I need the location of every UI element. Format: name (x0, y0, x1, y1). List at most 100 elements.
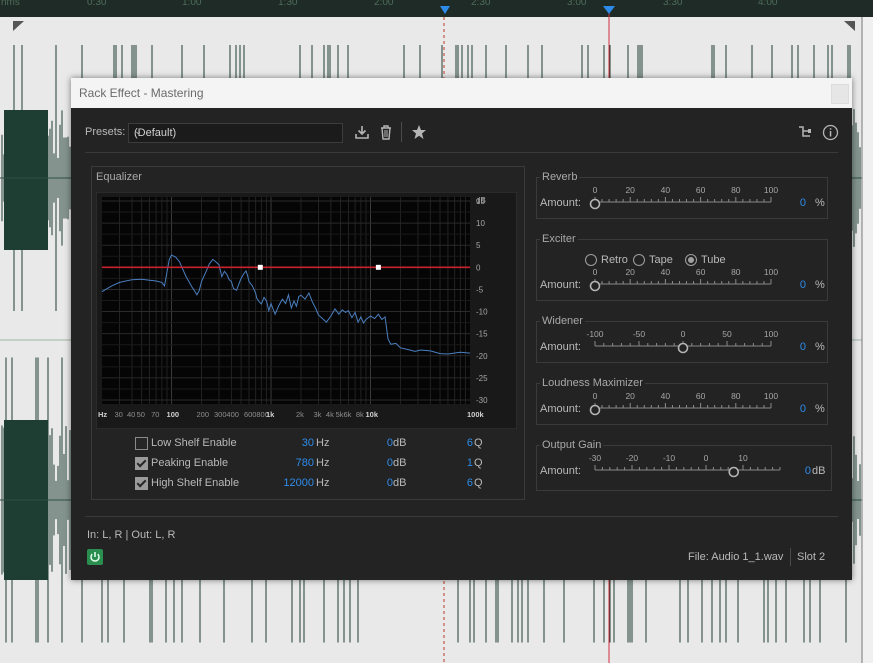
exciter-mode-label: Retro (601, 254, 628, 266)
hz-tick-label: 8k (356, 410, 364, 419)
slider-tick-label: -30 (589, 453, 602, 463)
slider-tick-label: 20 (625, 185, 635, 195)
db-tick-label: -10 (476, 308, 488, 317)
slider-tick-label: 0 (593, 267, 598, 277)
band-enable-checkbox[interactable] (135, 437, 148, 450)
eq-band-handle[interactable] (375, 264, 381, 270)
hz-tick-label: 100k (467, 410, 485, 419)
slider-tick-label: 100 (764, 185, 778, 195)
fade-in-handle-icon[interactable] (13, 21, 24, 31)
hz-tick-label: 400 (226, 410, 239, 419)
hz-tick-label: 6k (343, 410, 351, 419)
amount-value[interactable]: 0 (799, 341, 806, 353)
band-gain-value[interactable]: 0 (386, 477, 393, 489)
loudness-panel (536, 383, 828, 425)
amount-unit: % (815, 403, 825, 415)
db-tick-label: -15 (476, 330, 488, 339)
exciter-mode-label: Tape (649, 254, 673, 266)
band-gain-unit: dB (393, 477, 407, 489)
slider-tick-label: 20 (625, 267, 635, 277)
slider-tick-label: 40 (661, 391, 671, 401)
marker-icon[interactable] (440, 6, 450, 14)
band-q-unit: Q (474, 437, 483, 449)
slider-thumb[interactable] (728, 466, 740, 478)
band-gain-unit: dB (393, 457, 407, 469)
amount-slider[interactable]: 0 20 40 60 80 100 (585, 185, 785, 213)
band-enable-checkbox[interactable] (135, 477, 148, 490)
spectrum-line (101, 254, 471, 355)
slider-thumb[interactable] (677, 342, 689, 354)
slot-label: Slot 2 (797, 551, 826, 563)
band-frequency-value[interactable]: 12000 (283, 477, 314, 489)
slider-tick-label: 0 (593, 185, 598, 195)
slider-tick-label: -10 (663, 453, 676, 463)
hz-tick-label: 10k (366, 410, 379, 419)
presets-dropdown[interactable]: (Default) ⌄ (128, 123, 343, 143)
band-q-value[interactable]: 1 (466, 457, 473, 469)
amount-value[interactable]: 0 (799, 197, 806, 209)
ruler-tick-label: 4:00 (758, 0, 778, 8)
ruler-tick-label: 1:00 (182, 0, 202, 8)
slider-thumb[interactable] (589, 198, 601, 210)
band-gain-value[interactable]: 0 (386, 437, 393, 449)
slider-thumb[interactable] (589, 280, 601, 292)
close-button[interactable] (831, 84, 849, 104)
slider-thumb[interactable] (589, 404, 601, 416)
ruler-tick-label: 0:30 (87, 0, 107, 8)
star-icon[interactable] (411, 124, 427, 140)
fade-out-handle-icon[interactable] (844, 21, 855, 31)
amount-label: Amount: (540, 341, 581, 353)
slider-tick-label: 50 (722, 329, 732, 339)
band-frequency-value[interactable]: 780 (295, 457, 314, 469)
band-q-value[interactable]: 6 (466, 477, 473, 489)
amount-unit: % (815, 279, 825, 291)
amount-slider[interactable]: -30 -20 -10 0 10 (585, 453, 785, 481)
equalizer-panel (91, 166, 525, 500)
slider-tick-label: 0 (704, 453, 709, 463)
amount-slider[interactable]: 0 20 40 60 80 100 (585, 267, 785, 295)
widener-title: Widener (540, 315, 585, 327)
exciter-mode-radio[interactable] (585, 254, 597, 266)
file-label: File: Audio 1_1.wav (688, 551, 784, 563)
routing-icon[interactable] (797, 124, 813, 140)
save-preset-icon[interactable] (354, 124, 370, 140)
slider-tick-label: -20 (626, 453, 639, 463)
chevron-down-icon: ⌄ (134, 126, 143, 137)
slider-tick-label: 100 (764, 329, 778, 339)
header-divider (85, 152, 838, 153)
ruler-tick-label: 3:00 (567, 0, 587, 8)
band-enable-checkbox[interactable] (135, 457, 148, 470)
dialog-titlebar[interactable]: Rack Effect - Mastering (71, 78, 852, 108)
amount-label: Amount: (540, 279, 581, 291)
amount-slider[interactable]: 0 20 40 60 80 100 (585, 391, 785, 419)
amount-slider[interactable]: -100 -50 0 50 100 (585, 329, 785, 357)
ruler-tick-label: 1:30 (278, 0, 298, 8)
power-button[interactable] (87, 549, 103, 565)
output-gain-title: Output Gain (540, 439, 604, 451)
hz-tick-label: 4k (326, 410, 334, 419)
band-q-unit: Q (474, 477, 483, 489)
slider-tick-label: 60 (696, 185, 706, 195)
hz-tick-label: 300 (214, 410, 227, 419)
amount-value[interactable]: 0 (799, 403, 806, 415)
hz-tick-label: 200 (196, 410, 209, 419)
amount-value[interactable]: 0 (804, 465, 811, 477)
amount-label: Amount: (540, 197, 581, 209)
amount-unit: % (815, 341, 825, 353)
eq-band-handle[interactable] (257, 264, 263, 270)
info-icon[interactable] (822, 124, 839, 141)
exciter-mode-radio[interactable] (685, 254, 697, 266)
trash-icon[interactable] (378, 124, 394, 140)
ruler-tick-label: hms (1, 0, 20, 8)
band-q-value[interactable]: 6 (466, 437, 473, 449)
hz-tick-label: 50 (137, 410, 145, 419)
band-gain-value[interactable]: 0 (386, 457, 393, 469)
slider-tick-label: 40 (661, 185, 671, 195)
amount-value[interactable]: 0 (799, 279, 806, 291)
slider-tick-label: 40 (661, 267, 671, 277)
band-frequency-value[interactable]: 30 (301, 437, 314, 449)
toolbar-divider (401, 122, 402, 142)
exciter-mode-radio[interactable] (633, 254, 645, 266)
playhead-marker-icon[interactable] (603, 6, 615, 14)
